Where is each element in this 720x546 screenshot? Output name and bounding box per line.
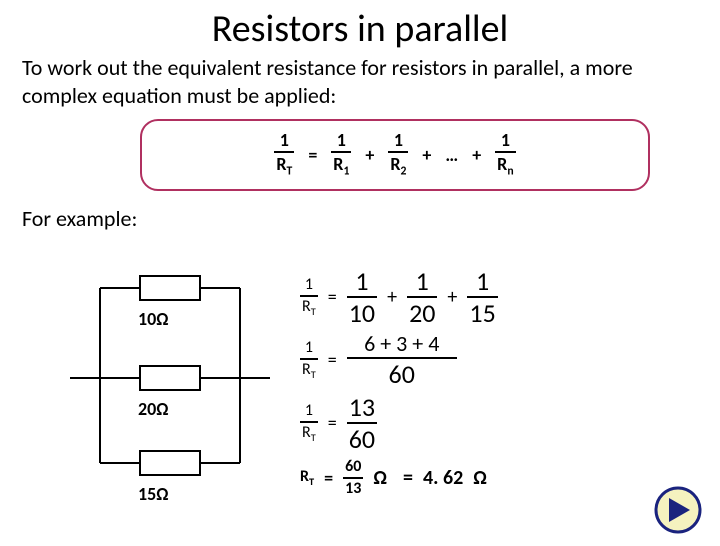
r2-label: 20Ω <box>138 398 169 420</box>
calculations: 1RT = 110 + 120 + 115 1RT = 6 + 3 + 460 … <box>300 268 710 504</box>
formula-plus-3: + <box>472 144 481 166</box>
formula-t1: 1 R1 <box>331 131 351 178</box>
calc-line-3: 1RT = 1360 <box>300 394 710 452</box>
slide-title: Resistors in parallel <box>0 6 720 52</box>
calc-line-1: 1RT = 110 + 120 + 115 <box>300 268 710 326</box>
next-arrow-icon <box>654 486 702 534</box>
formula-ellipsis: … <box>445 144 458 166</box>
for-example-label: For example: <box>22 205 720 232</box>
formula-lhs: 1 RT <box>274 131 294 178</box>
formula-t2: 1 R2 <box>388 131 408 178</box>
r1-label: 10Ω <box>138 308 169 330</box>
r3-label: 15Ω <box>138 483 169 505</box>
formula-plus-2: + <box>422 144 431 166</box>
calc-line-2: 1RT = 6 + 3 + 460 <box>300 333 710 387</box>
circuit-svg <box>70 268 270 528</box>
formula-eq: = <box>308 144 317 166</box>
formula-tn: 1 Rn <box>495 131 515 178</box>
parallel-formula-box: 1 RT = 1 R1 + 1 R2 + … + 1 Rn <box>140 119 650 191</box>
calc-line-4: RT = 6013 Ω = 4. 62 Ω <box>300 459 710 497</box>
lhs-num: 1 <box>278 131 291 151</box>
next-button[interactable] <box>654 486 702 534</box>
lhs-den: RT <box>274 151 294 178</box>
intro-text: To work out the equivalent resistance fo… <box>22 54 698 109</box>
lower-region: 10Ω 20Ω 15Ω 1RT = 110 + 120 + 115 1RT = … <box>0 278 720 538</box>
formula-plus-1: + <box>365 144 374 166</box>
circuit-diagram: 10Ω 20Ω 15Ω <box>70 268 270 528</box>
